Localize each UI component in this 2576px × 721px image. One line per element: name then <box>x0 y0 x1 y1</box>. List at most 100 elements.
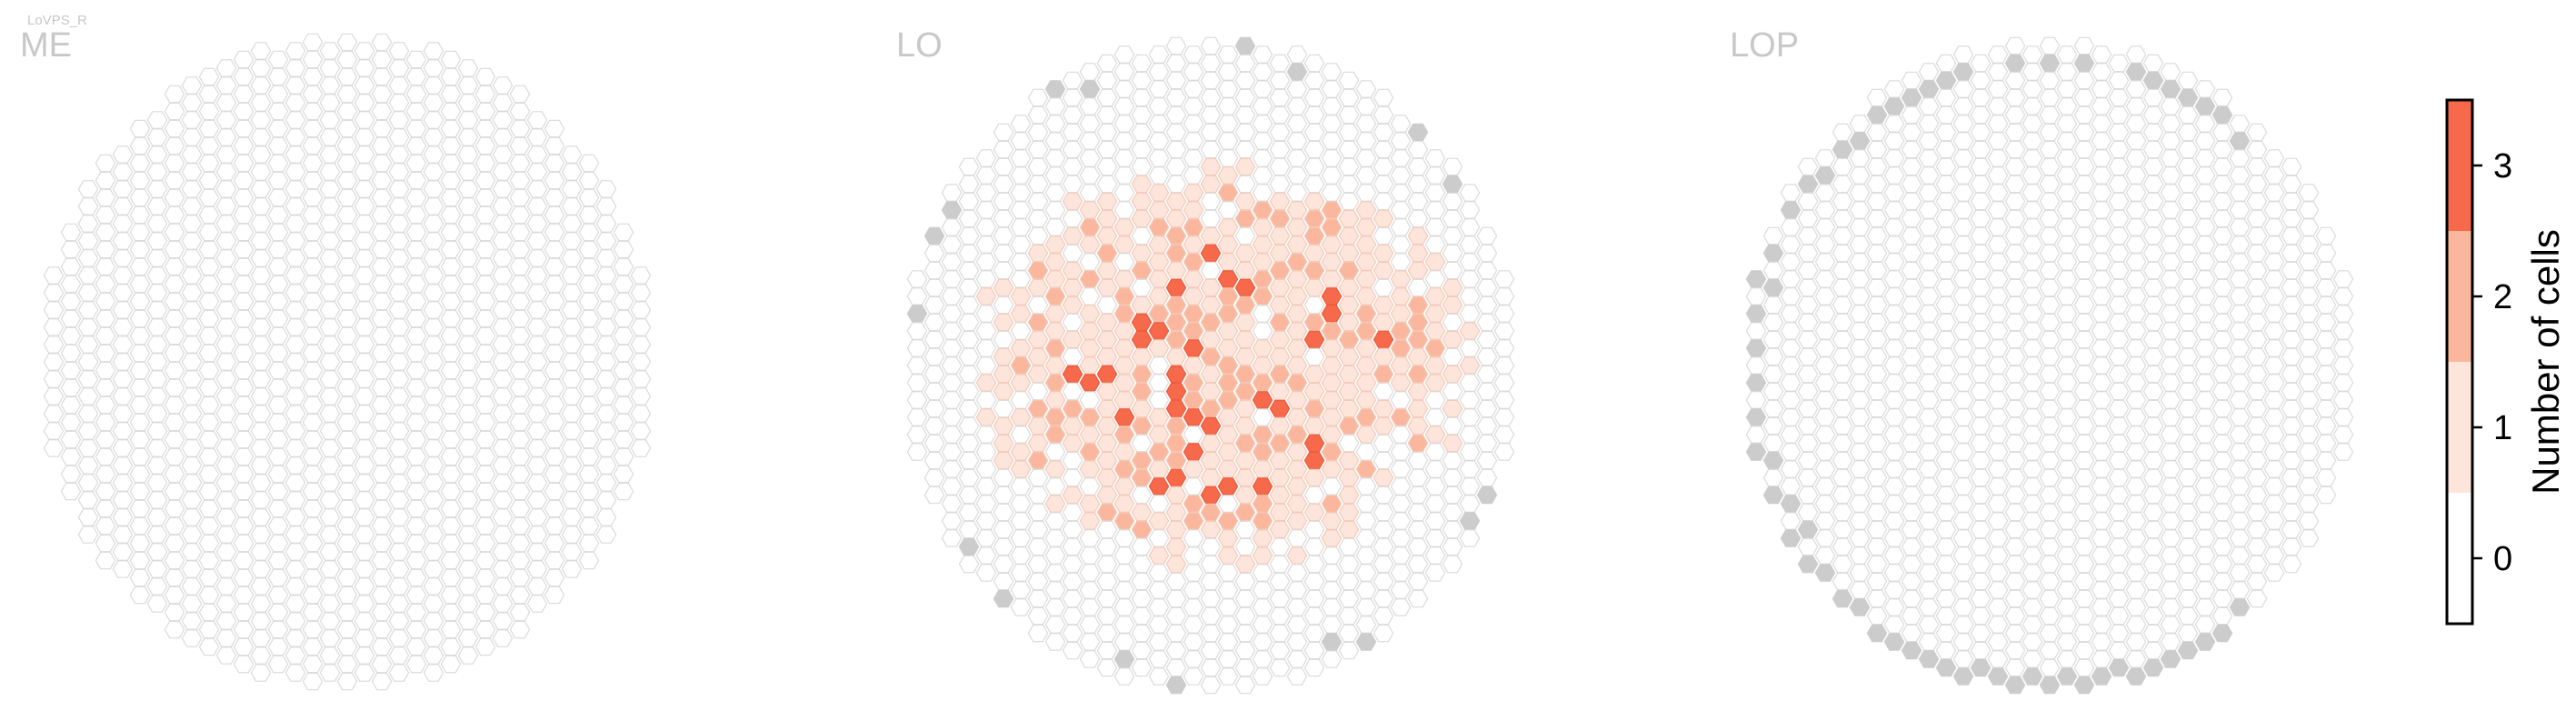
hex-cell <box>1010 581 1032 599</box>
hex-cell <box>474 67 496 86</box>
hex-cell <box>492 301 514 319</box>
hex-cell <box>2108 330 2130 349</box>
hex-cell <box>215 353 237 371</box>
hex-cell-boundary <box>1797 555 1819 574</box>
hex-cell <box>336 396 358 415</box>
hex-cell <box>1849 115 1871 133</box>
hex-cell-count-1 <box>1321 391 1343 409</box>
hex-cell <box>509 378 531 397</box>
hex-cell <box>1952 270 1974 288</box>
hex-cell <box>371 534 393 553</box>
hex-cell <box>1373 123 1394 142</box>
hex-cell <box>336 378 358 397</box>
hex-cell <box>613 326 634 345</box>
hex-cell <box>2056 115 2078 133</box>
hex-cell <box>1883 426 1905 444</box>
hex-cell <box>2142 244 2164 263</box>
hex-cell <box>1918 287 1940 305</box>
hex-cell <box>1935 123 1957 142</box>
hex-cell <box>198 482 220 501</box>
hex-cell <box>267 292 289 311</box>
hex-cell <box>924 330 945 349</box>
hex-cell <box>388 508 410 526</box>
hex-cell <box>198 413 220 432</box>
hex-cell <box>1918 149 1940 167</box>
hex-cell <box>1797 278 1819 297</box>
hex-cell <box>1113 581 1135 599</box>
hex-cell <box>319 163 341 181</box>
hex-cell <box>1459 477 1481 496</box>
hex-cell-boundary <box>1745 408 1767 426</box>
hex-cell <box>941 512 963 530</box>
hex-cell <box>1442 468 1463 487</box>
hex-cell <box>2315 226 2337 245</box>
hex-cell <box>354 387 375 406</box>
hex-cell <box>958 503 980 522</box>
hex-cell <box>388 474 410 492</box>
hex-cell <box>440 326 462 345</box>
hex-cell <box>2039 555 2061 574</box>
hex-cell <box>578 551 600 570</box>
hex-cell-count-1 <box>1338 278 1360 297</box>
hex-cell <box>2091 166 2112 185</box>
hex-cell-count-1 <box>1286 460 1308 478</box>
hex-cell <box>1355 512 1377 530</box>
hex-cell <box>1148 650 1170 668</box>
hex-cell-count-1 <box>1165 347 1187 366</box>
hex-cell <box>164 551 185 570</box>
hex-cell <box>1355 564 1377 582</box>
hex-cell <box>440 447 462 466</box>
hex-cell <box>2160 616 2182 634</box>
hex-cell <box>1286 115 1308 133</box>
hex-cell <box>492 128 514 146</box>
hex-cell <box>492 456 514 475</box>
hex-cell <box>267 361 289 380</box>
hex-cell <box>302 309 324 328</box>
hex-cell <box>2281 486 2302 505</box>
hex-cell <box>2022 149 2043 167</box>
hex-cell <box>993 209 1014 228</box>
hex-cell-count-2 <box>1303 399 1325 418</box>
hex-cell <box>2194 426 2216 444</box>
hex-cell <box>267 136 289 155</box>
hex-cell <box>2073 365 2095 384</box>
hex-cell <box>336 67 358 86</box>
hex-cell-count-1 <box>1303 278 1325 297</box>
hex-cell <box>1918 166 1940 185</box>
hex-cell <box>941 495 963 513</box>
hex-cell <box>2022 512 2043 530</box>
hex-cell <box>1780 218 1802 236</box>
hex-cell <box>993 123 1014 142</box>
hex-cell <box>1338 555 1360 574</box>
hex-cell <box>1234 175 1256 194</box>
hex-cell <box>1918 564 1940 582</box>
hex-cell <box>2039 589 2061 608</box>
hex-cell <box>1459 235 1481 254</box>
hex-cell <box>2125 287 2147 305</box>
hex-cell <box>215 370 237 388</box>
hex-cell-count-1 <box>1407 399 1429 418</box>
hex-cell-boundary <box>1952 63 1974 81</box>
hex-cell <box>146 353 168 371</box>
hex-cell <box>60 240 82 259</box>
hex-cell-count-3 <box>1303 330 1325 349</box>
hex-cell <box>1901 175 1922 194</box>
hex-cell <box>112 560 134 578</box>
hex-cell <box>1849 253 1871 271</box>
hex-cell <box>1493 374 1515 392</box>
hex-cell <box>509 568 531 587</box>
hex-cell <box>1832 209 1853 228</box>
hex-cell <box>405 447 427 466</box>
hex-cell <box>2212 261 2233 280</box>
hex-cell <box>423 456 444 475</box>
hex-cell <box>2125 322 2147 340</box>
hex-cell <box>1113 253 1135 271</box>
hex-cell <box>267 586 289 605</box>
hex-cell <box>354 94 375 112</box>
hex-cell <box>1183 546 1204 565</box>
hex-cell <box>993 140 1014 159</box>
hex-cell-count-1 <box>1200 175 1222 194</box>
hex-cell <box>1062 140 1083 159</box>
hex-cell-count-1 <box>1217 339 1239 357</box>
hex-cell <box>267 223 289 242</box>
